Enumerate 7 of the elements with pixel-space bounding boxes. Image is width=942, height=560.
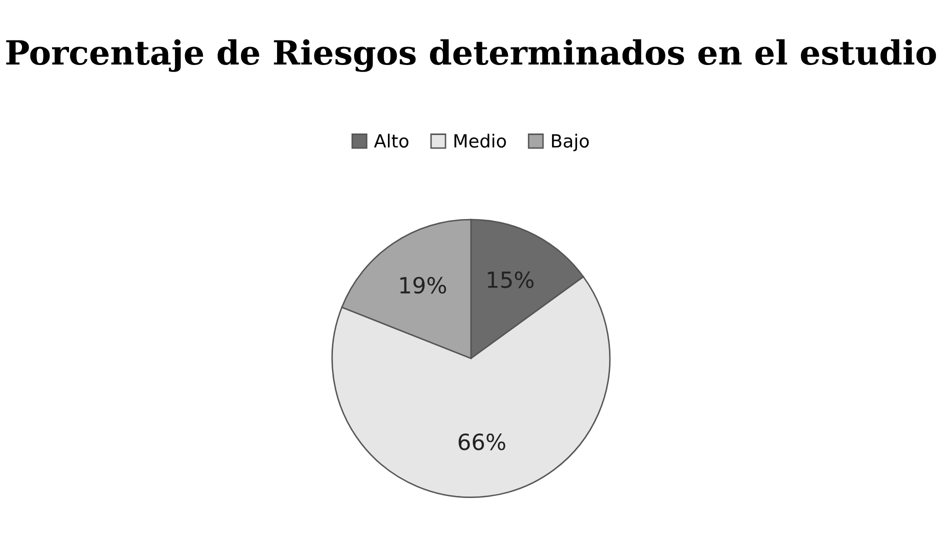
legend-label: Bajo (552, 134, 589, 152)
legend-label: Medio (454, 134, 506, 148)
data-label: 66% (458, 433, 506, 450)
data-label: 19% (400, 276, 446, 294)
data-label: 15% (488, 271, 534, 288)
chart-title: Porcentaje de Riesgos determinados en el estudio (6, 39, 936, 72)
legend-label: Alto (374, 134, 408, 148)
